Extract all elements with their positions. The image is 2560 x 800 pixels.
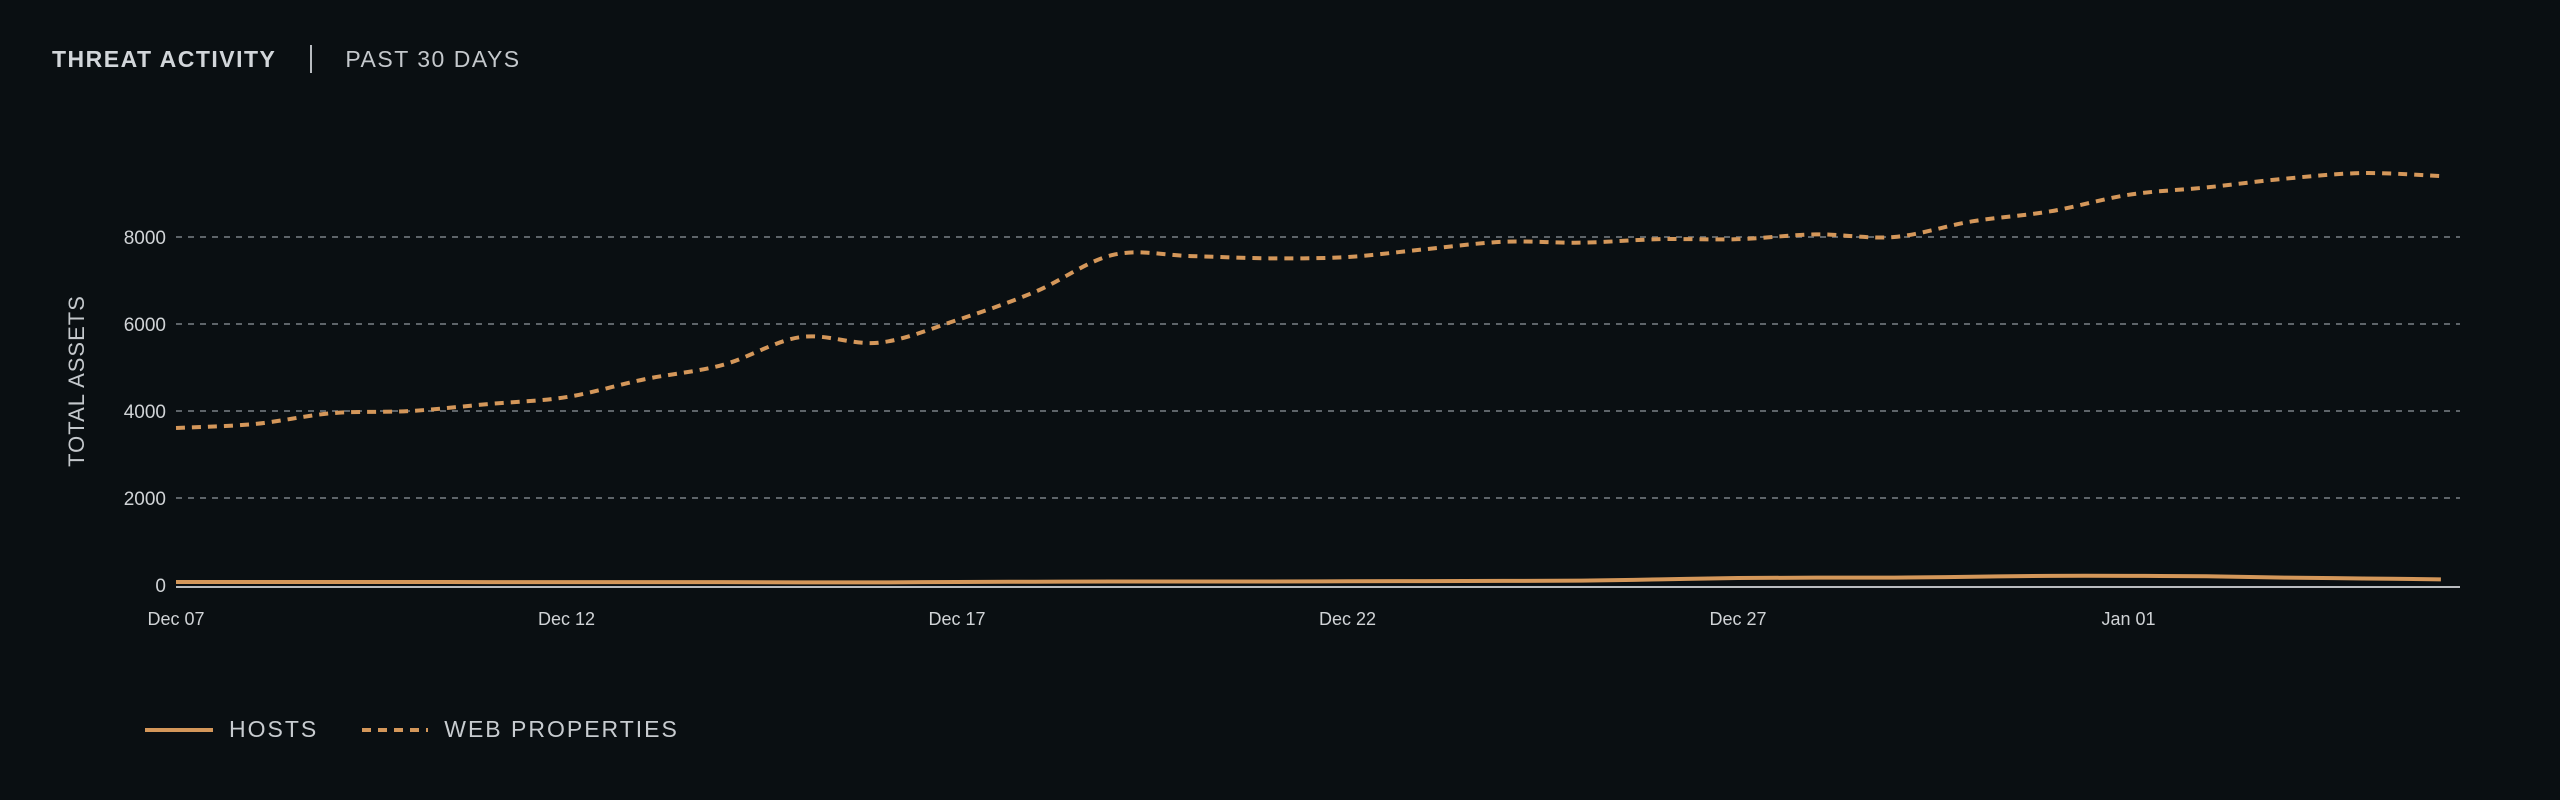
y-tick-label: 6000 <box>124 315 166 336</box>
series-hosts[interactable] <box>176 573 2441 585</box>
x-tick-label: Dec 12 <box>538 609 595 629</box>
x-tick-label: Dec 17 <box>928 609 985 629</box>
y-tick-label: 4000 <box>124 402 166 423</box>
dashed-line-icon <box>362 727 429 732</box>
legend-item-web-properties[interactable]: WEB PROPERTIES <box>362 716 679 743</box>
y-tick-label: 2000 <box>124 489 166 510</box>
x-tick-label: Jan 01 <box>2101 609 2155 629</box>
chart-legend: HOSTS WEB PROPERTIES <box>145 716 723 743</box>
y-axis-ticks: 0 2000 4000 6000 8000 <box>124 228 166 597</box>
solid-line-icon <box>145 727 213 732</box>
chart-header: THREAT ACTIVITY PAST 30 DAYS <box>52 44 521 74</box>
x-tick-label: Dec 27 <box>1709 609 1766 629</box>
legend-label: HOSTS <box>229 716 319 742</box>
y-tick-label: 0 <box>155 576 166 597</box>
header-divider <box>310 45 313 73</box>
gridlines <box>176 236 2460 499</box>
series-web-properties[interactable] <box>175 171 2441 430</box>
x-axis-ticks: Dec 07 Dec 12 Dec 17 Dec 22 Dec 27 Jan 01 <box>147 609 2155 629</box>
legend-label: WEB PROPERTIES <box>444 716 679 742</box>
chart-title: THREAT ACTIVITY <box>52 45 277 72</box>
legend-item-hosts[interactable]: HOSTS <box>145 716 318 743</box>
x-tick-label: Dec 07 <box>147 609 204 629</box>
y-axis-label: TOTAL ASSETS <box>64 295 89 467</box>
x-tick-label: Dec 22 <box>1319 609 1376 629</box>
time-range-label: PAST 30 DAYS <box>345 45 521 72</box>
y-tick-label: 8000 <box>124 228 166 249</box>
